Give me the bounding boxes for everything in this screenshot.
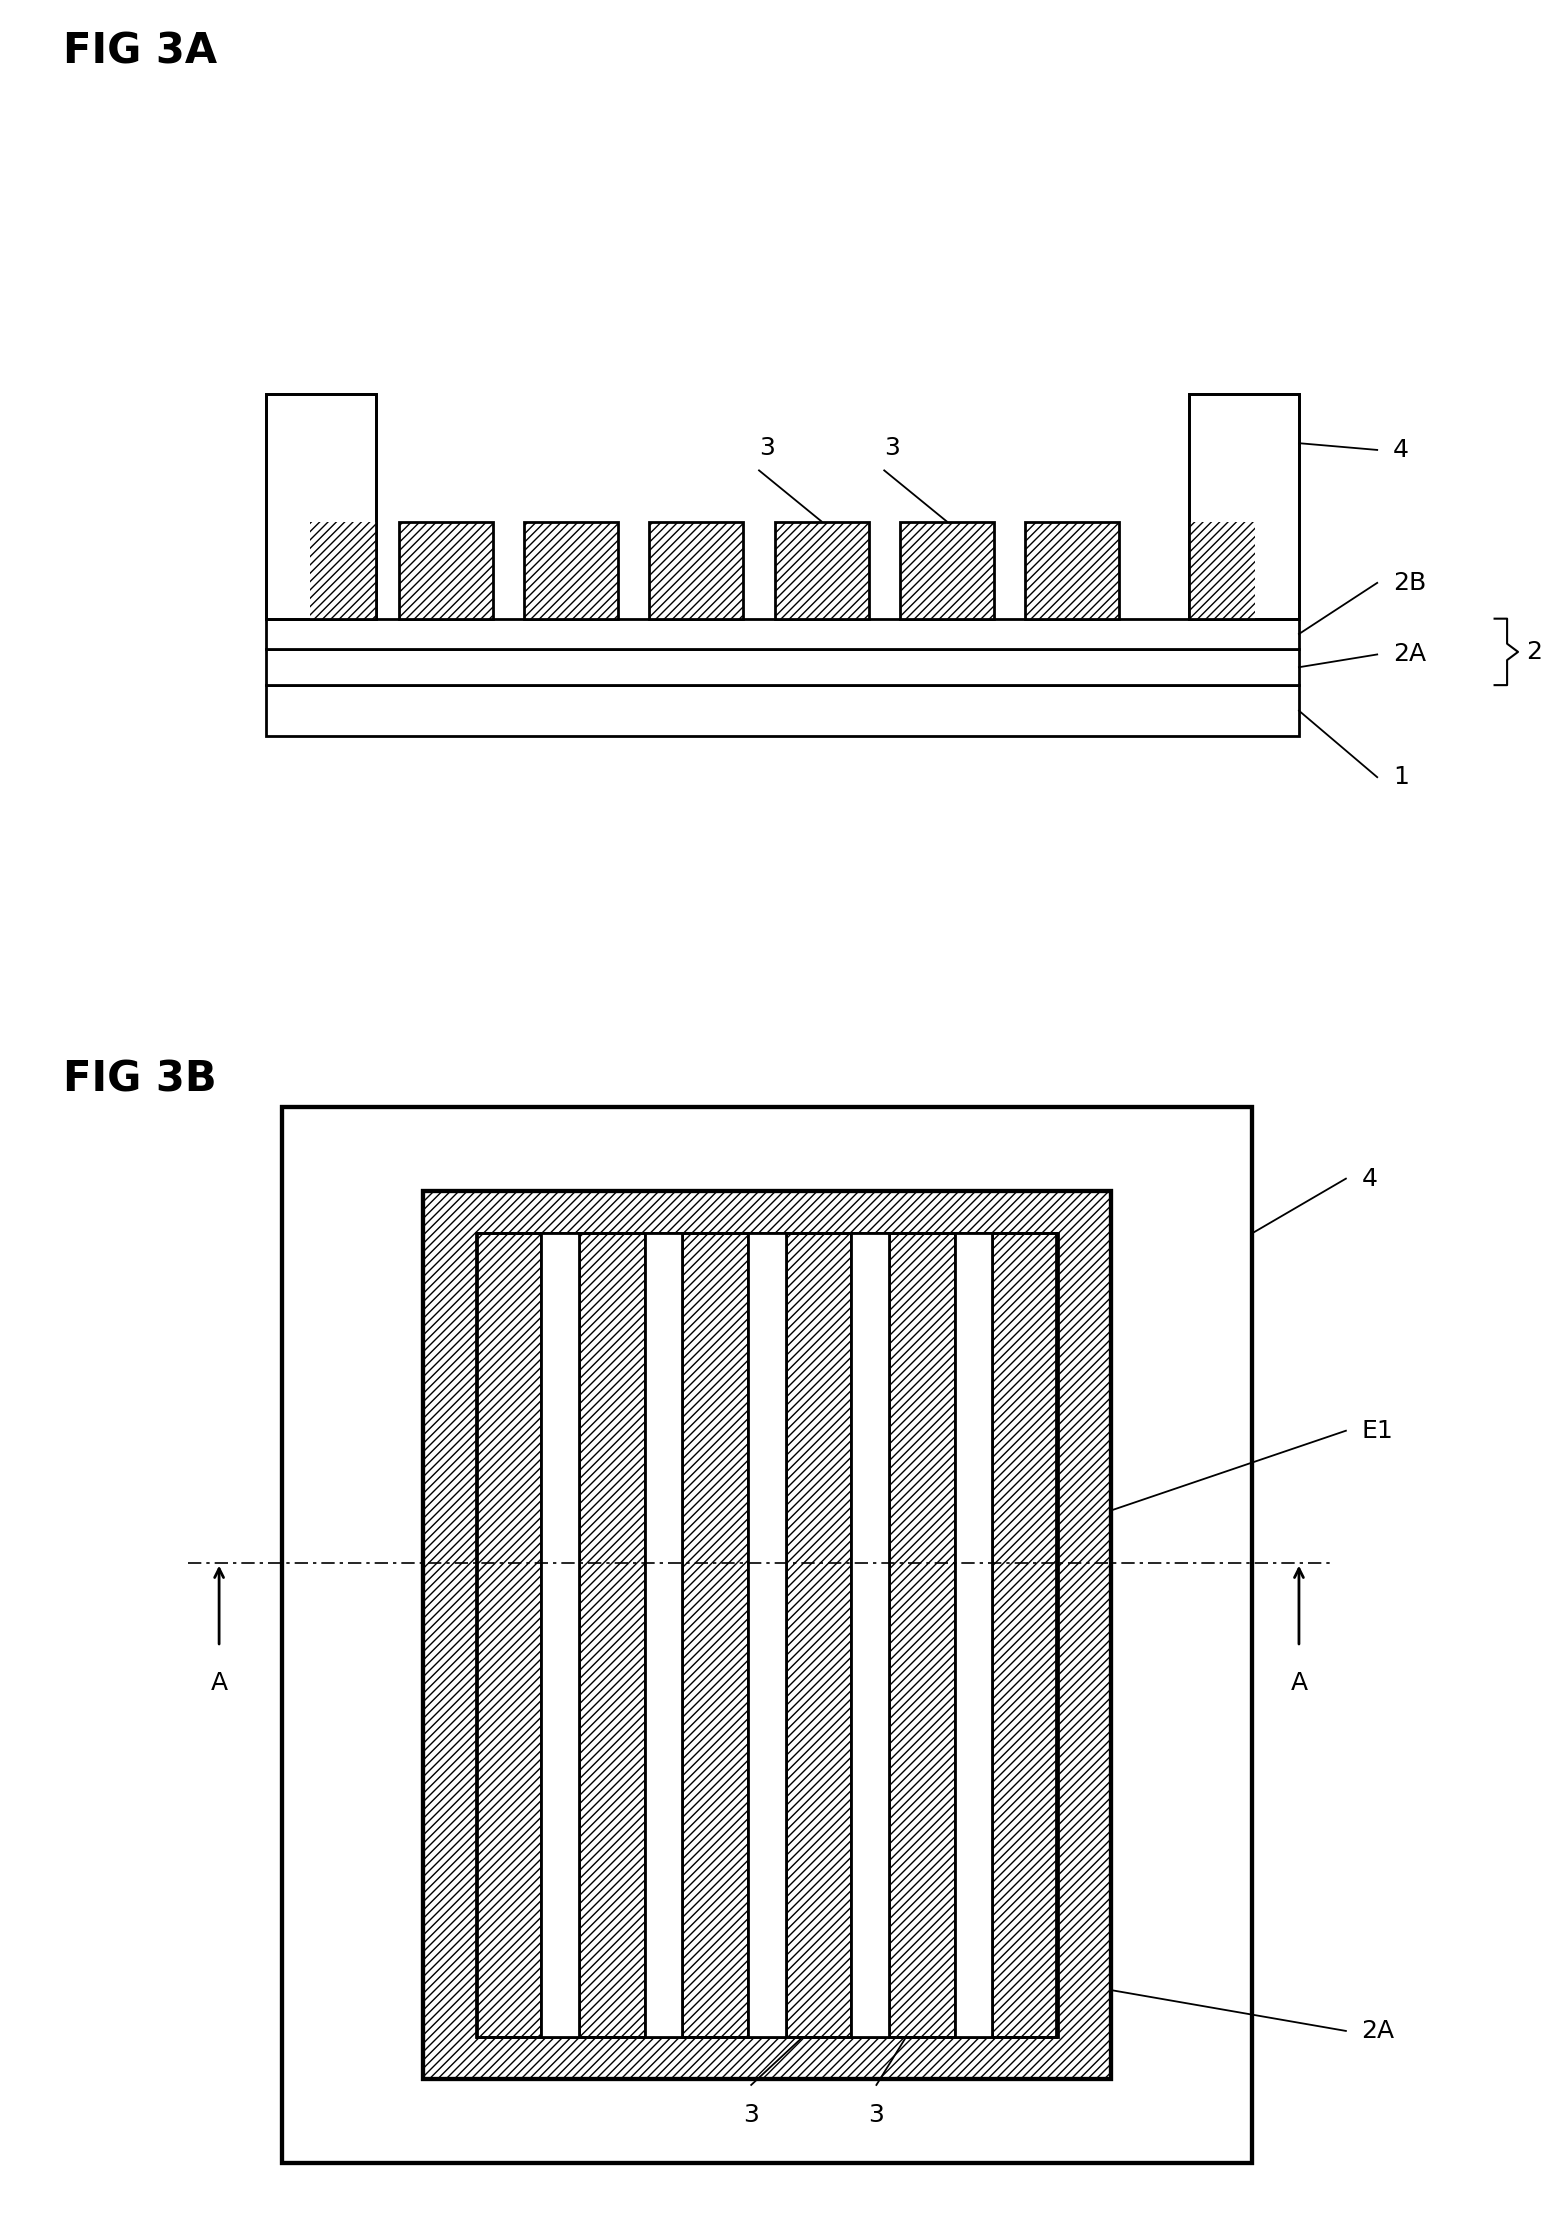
Bar [477,1232,1056,2036]
Text: FIG 3A: FIG 3A [63,31,216,73]
Bar [1025,522,1119,618]
Bar [748,1232,786,2036]
Bar [310,522,376,618]
Text: 1: 1 [1393,765,1408,789]
Bar [579,1232,645,2036]
Bar [900,522,994,618]
Bar [477,1232,1056,2036]
Bar [282,1107,1252,2163]
Text: 4: 4 [1393,438,1408,462]
Text: A: A [211,1672,227,1694]
Bar [423,1192,1111,2079]
Text: 3: 3 [869,2103,884,2127]
Bar [682,1232,748,2036]
Bar [541,1232,579,2036]
Bar [955,1232,992,2036]
Bar [266,618,1299,649]
Text: 3: 3 [759,436,775,460]
Bar [992,1232,1058,2036]
Bar [1189,393,1299,618]
Bar [851,1232,889,2036]
Text: 2A: 2A [1362,2018,1394,2043]
Bar [645,1232,682,2036]
Text: A: A [1291,1672,1307,1694]
Bar [649,522,743,618]
Bar [786,1232,851,2036]
Text: 2B: 2B [1393,571,1426,596]
Bar [1189,522,1255,618]
Bar [423,1192,1111,2079]
Text: FIG 3B: FIG 3B [63,1058,216,1100]
Bar [266,393,376,618]
Text: 2A: 2A [1393,642,1426,667]
Text: 3: 3 [884,436,900,460]
Bar [476,1232,541,2036]
Bar [266,649,1299,685]
Bar [775,522,869,618]
Bar [399,522,493,618]
Bar [266,393,376,618]
Bar [1189,393,1299,618]
Text: 2: 2 [1526,640,1542,665]
Bar [889,1232,955,2036]
Text: 3: 3 [743,2103,759,2127]
Text: 4: 4 [1362,1167,1377,1192]
Bar [282,1107,1252,2163]
Bar [266,685,1299,736]
Bar [524,522,618,618]
Text: E1: E1 [1362,1418,1393,1443]
